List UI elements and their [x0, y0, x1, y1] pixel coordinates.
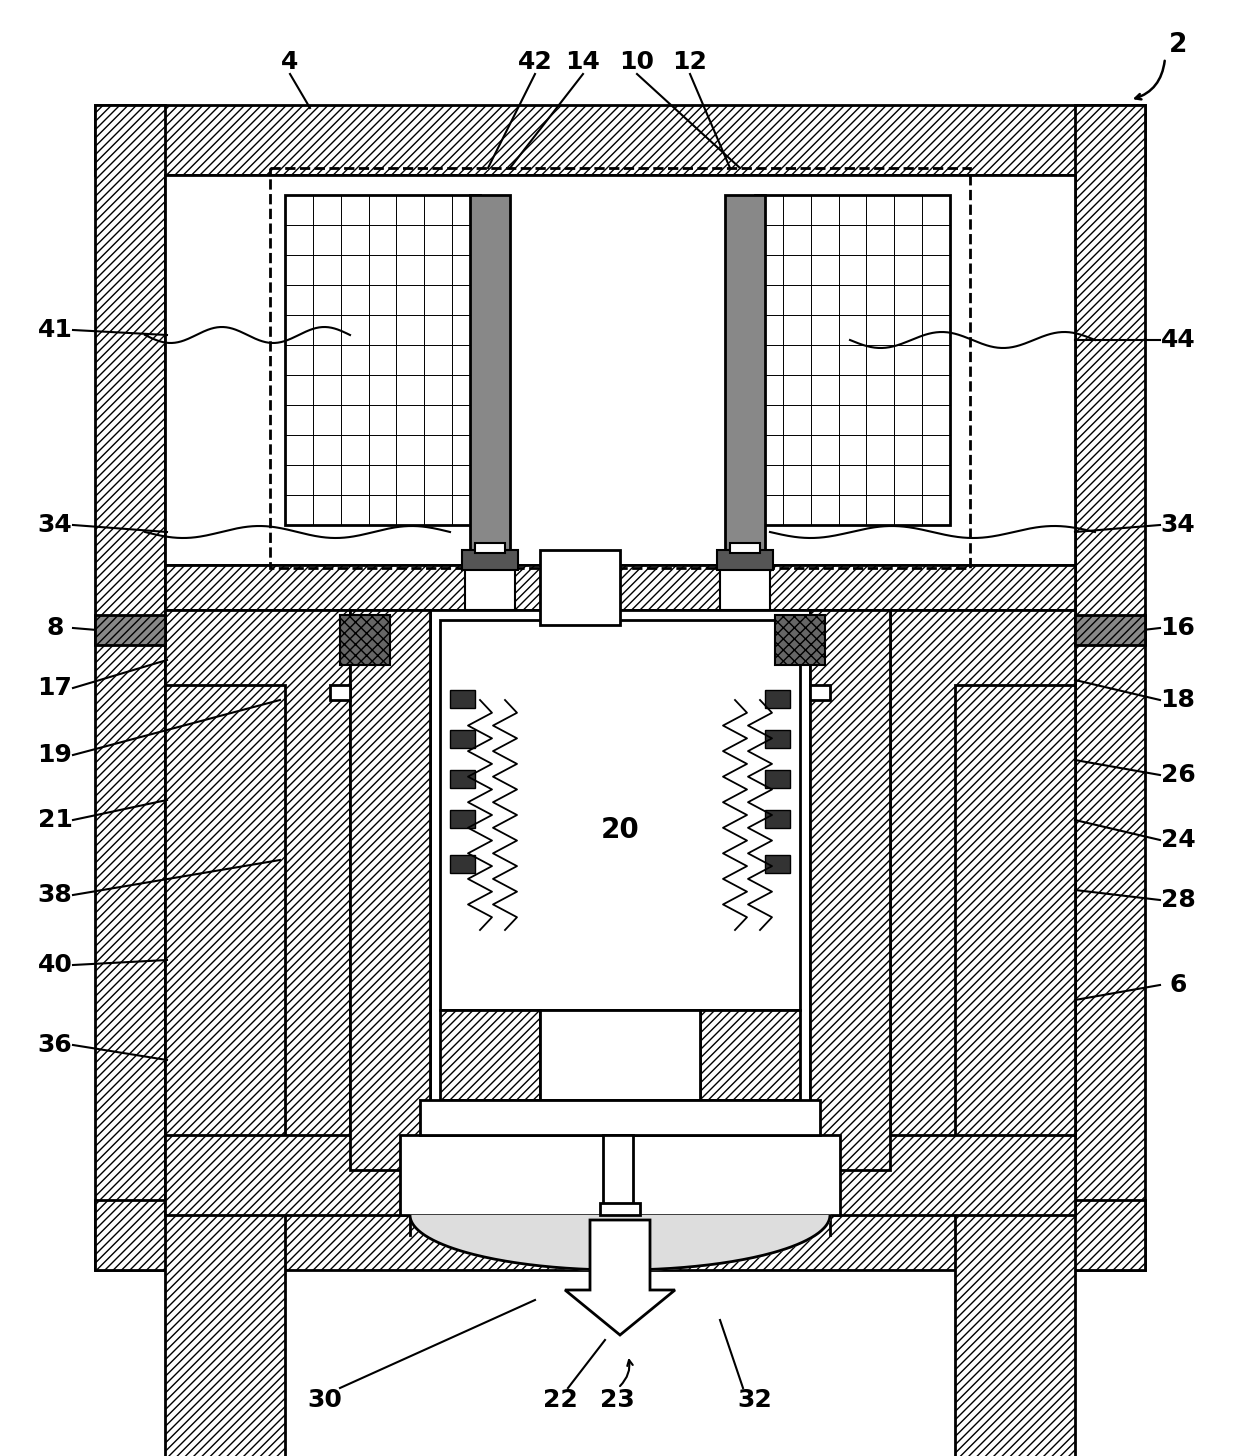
Bar: [765, 729, 790, 748]
Bar: [765, 690, 790, 708]
Text: 40: 40: [37, 954, 72, 977]
Text: 16: 16: [1161, 616, 1195, 641]
Bar: [765, 770, 790, 788]
Bar: [600, 1203, 640, 1214]
Bar: [450, 729, 475, 748]
Bar: [470, 195, 510, 550]
Bar: [450, 810, 475, 828]
Bar: [450, 855, 475, 874]
Text: 34: 34: [37, 513, 72, 537]
Bar: [165, 175, 1075, 565]
Text: 17: 17: [37, 676, 72, 700]
Bar: [725, 195, 765, 550]
Bar: [475, 543, 505, 553]
Bar: [440, 620, 800, 1010]
Bar: [95, 614, 165, 645]
Text: 4: 4: [281, 50, 299, 74]
Bar: [450, 690, 475, 708]
Bar: [95, 105, 1145, 175]
Text: 24: 24: [1161, 828, 1195, 852]
Bar: [95, 1200, 1145, 1270]
Bar: [165, 1136, 1075, 1214]
Bar: [95, 105, 165, 1270]
Bar: [955, 684, 1075, 1456]
Bar: [603, 1136, 632, 1206]
Text: 6: 6: [1169, 973, 1187, 997]
Text: 22: 22: [543, 1388, 578, 1412]
Bar: [717, 550, 773, 569]
Text: 14: 14: [565, 50, 600, 74]
Text: 34: 34: [1161, 513, 1195, 537]
Bar: [765, 855, 790, 874]
Bar: [165, 610, 350, 1171]
Text: 12: 12: [672, 50, 708, 74]
Text: 30: 30: [308, 1388, 342, 1412]
Text: 42: 42: [517, 50, 552, 74]
Polygon shape: [565, 1220, 675, 1335]
Bar: [420, 1099, 820, 1136]
Bar: [165, 565, 1075, 610]
Text: 8: 8: [46, 616, 63, 641]
Bar: [810, 684, 830, 700]
Text: 21: 21: [37, 808, 72, 831]
Bar: [350, 610, 430, 1171]
Text: 18: 18: [1161, 689, 1195, 712]
Text: 10: 10: [620, 50, 655, 74]
Bar: [755, 195, 950, 526]
Bar: [810, 610, 890, 1171]
Bar: [401, 1136, 839, 1214]
Bar: [701, 1010, 800, 1099]
Bar: [463, 550, 518, 569]
Text: 20: 20: [600, 815, 640, 844]
Bar: [440, 1010, 539, 1099]
Text: 28: 28: [1161, 888, 1195, 911]
Bar: [539, 1010, 701, 1099]
Bar: [465, 565, 515, 610]
Bar: [890, 610, 1075, 1171]
Text: 32: 32: [738, 1388, 773, 1412]
Bar: [730, 543, 760, 553]
Text: 2: 2: [1169, 32, 1187, 58]
Text: 36: 36: [37, 1032, 72, 1057]
Text: 23: 23: [600, 1388, 635, 1412]
Text: 19: 19: [37, 743, 72, 767]
Bar: [285, 195, 480, 526]
Bar: [775, 614, 825, 665]
Bar: [340, 614, 391, 665]
Text: 44: 44: [1161, 328, 1195, 352]
Bar: [1075, 614, 1145, 645]
Bar: [765, 810, 790, 828]
Bar: [330, 684, 350, 700]
Text: 26: 26: [1161, 763, 1195, 788]
Bar: [1075, 105, 1145, 1270]
Bar: [539, 550, 620, 625]
Bar: [450, 770, 475, 788]
Text: 41: 41: [37, 317, 72, 342]
Bar: [165, 684, 285, 1456]
Bar: [430, 610, 810, 1171]
Bar: [720, 565, 770, 610]
Bar: [270, 167, 970, 568]
Text: 38: 38: [37, 882, 72, 907]
